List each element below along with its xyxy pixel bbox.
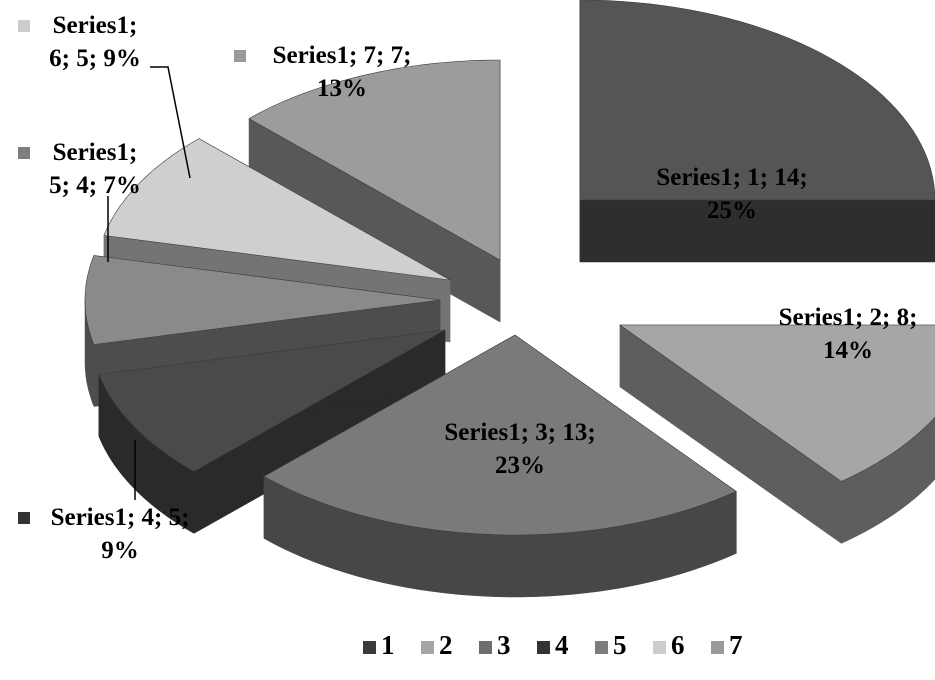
data-label-text: 14% [823, 337, 873, 364]
data-label-text: Series1; 1; 14; [656, 164, 807, 191]
pie-slice-7 [248, 59, 501, 323]
data-label-1: Series1; 1; 14; 25% [656, 164, 807, 224]
data-label-3: Series1; 3; 13; 23% [444, 419, 595, 479]
legend-item-4: 4 [537, 630, 569, 660]
leader-line [150, 66, 191, 179]
data-label-text: Series1; 7; 7; [273, 42, 412, 69]
pie-slices [84, 0, 935, 598]
data-label-text: 25% [707, 197, 757, 224]
legend-swatch-icon [363, 641, 376, 654]
legend: 1 2 3 4 5 6 7 [363, 630, 743, 660]
leader-lines [107, 66, 191, 500]
pie-slice-4 [98, 329, 446, 534]
data-label-key-icon [18, 512, 30, 524]
legend-item-2: 2 [421, 630, 453, 660]
data-label-2: Series1; 2; 8; 14% [779, 304, 918, 364]
data-label-text: Series1; 4; 5; [51, 504, 190, 531]
legend-swatch-icon [595, 641, 608, 654]
legend-swatch-icon [479, 641, 492, 654]
legend-label: 3 [497, 630, 511, 660]
legend-swatch-icon [537, 641, 550, 654]
data-label-text: 6; 5; 9% [49, 45, 141, 72]
legend-label: 4 [555, 630, 569, 660]
data-label-key-icon [18, 20, 30, 32]
legend-item-3: 3 [479, 630, 511, 660]
data-label-6: Series1; 6; 5; 9% [18, 12, 141, 72]
pie-slice-2 [619, 324, 935, 544]
legend-swatch-icon [421, 641, 434, 654]
legend-label: 1 [381, 630, 395, 660]
data-label-7: Series1; 7; 7; 13% [234, 42, 411, 102]
legend-item-5: 5 [595, 630, 627, 660]
data-label-text: Series1; [53, 139, 138, 166]
data-label-text: 9% [101, 537, 139, 564]
legend-item-1: 1 [363, 630, 395, 660]
legend-swatch-icon [653, 641, 666, 654]
legend-item-7: 7 [711, 630, 743, 660]
data-label-text: Series1; [53, 12, 138, 39]
legend-swatch-icon [711, 641, 724, 654]
data-label-4: Series1; 4; 5; 9% [18, 504, 189, 564]
data-labels: Series1; 1; 14;25%Series1; 2; 8;14%Serie… [18, 12, 917, 564]
data-label-5: Series1; 5; 4; 7% [18, 139, 141, 199]
legend-label: 6 [671, 630, 685, 660]
legend-label: 5 [613, 630, 627, 660]
data-label-text: Series1; 3; 13; [444, 419, 595, 446]
legend-label: 7 [729, 630, 743, 660]
data-label-text: 13% [317, 75, 367, 102]
data-label-key-icon [18, 147, 30, 159]
data-label-text: 5; 4; 7% [49, 172, 141, 199]
data-label-key-icon [234, 50, 246, 62]
pie-slice-3 [263, 334, 737, 598]
data-label-text: Series1; 2; 8; [779, 304, 918, 331]
legend-label: 2 [439, 630, 453, 660]
legend-item-6: 6 [653, 630, 685, 660]
data-label-text: 23% [495, 452, 545, 479]
pie-slice-1 [579, 0, 935, 263]
